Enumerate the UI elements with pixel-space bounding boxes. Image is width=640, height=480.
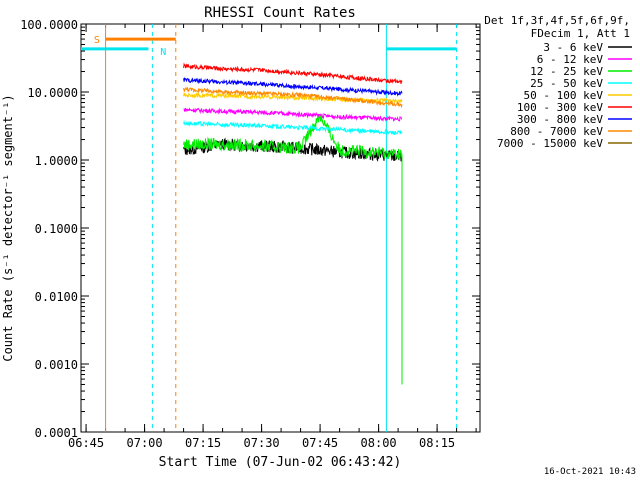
x-axis-label: Start Time (07-Jun-02 06:43:42) [159,455,402,470]
series-line-25-50-keV [183,119,403,136]
y-tick-label: 10.0000 [27,86,78,100]
chart-title: RHESSI Count Rates [204,5,356,21]
legend-entry-label: 100 - 300 keV [517,101,603,114]
series-line-300-800-keV [183,76,403,97]
series-line-12-25-keV [183,114,403,385]
y-tick-label: 0.1000 [35,222,78,236]
footer-date: 16-Oct-2021 10:43 [544,467,636,477]
y-axis-label: Count Rate (s⁻¹ detector⁻¹ segment⁻¹) [1,94,15,361]
y-tick-label: 0.0100 [35,290,78,304]
saa-label: S [94,35,100,46]
legend-entry-label: 50 - 100 keV [524,89,604,102]
series-line-100-300-keV [183,62,403,84]
legend-entry-label: 12 - 25 keV [530,65,603,78]
legend-entry-label: 25 - 50 keV [530,77,603,90]
legend-entry-label: 7000 - 15000 keV [497,137,603,150]
y-tick-label: 0.0010 [35,358,78,372]
series-line-800-7000-keV [183,86,403,109]
x-tick-label: 08:00 [361,436,397,450]
legend-entry-label: 300 - 800 keV [517,113,603,126]
x-tick-label: 07:15 [185,436,221,450]
legend-entry-label: 3 - 6 keV [543,41,603,54]
x-tick-label: 07:30 [244,436,280,450]
legend: Det 1f,3f,4f,5f,6f,9f, FDecim 1, Att 1 3… [484,14,632,150]
y-tick-label: 0.0001 [35,426,78,440]
x-tick-label: 07:00 [127,436,163,450]
y-tick-label: 100.0000 [20,18,78,32]
legend-header-line-1: Det 1f,3f,4f,5f,6f,9f, [484,14,630,27]
plot-area: 0.0001 0.0010 0.0100 0.1000 1.0000 10.0000 100… [20,18,481,450]
x-tick-label: 06:45 [68,436,104,450]
series-line-6-12-keV [183,107,403,123]
legend-header-line-2: FDecim 1, Att 1 [531,27,630,40]
y-tick-label: 1.0000 [35,154,78,168]
x-tick-label: 08:15 [419,436,455,450]
legend-entry-label: 800 - 7000 keV [510,125,603,138]
night-label: N [160,47,166,58]
legend-entry-label: 6 - 12 keV [537,53,604,66]
x-tick-label: 07:45 [302,436,338,450]
